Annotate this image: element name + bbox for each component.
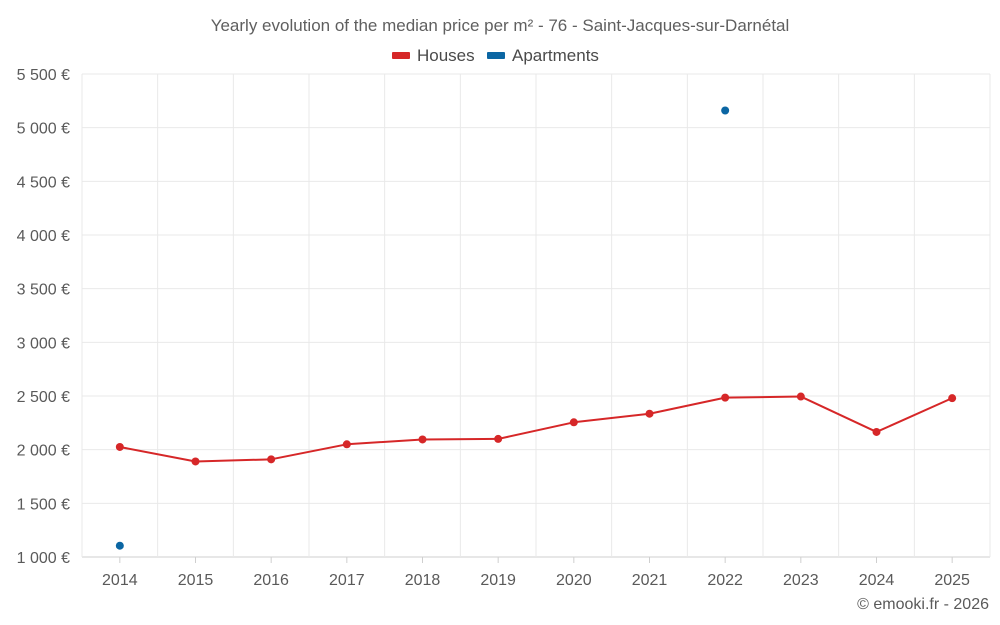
x-tick-label: 2023: [783, 572, 819, 589]
y-tick-label: 3 500 €: [17, 282, 70, 299]
chart-title: Yearly evolution of the median price per…: [211, 16, 790, 35]
legend-item-apartments[interactable]: Apartments: [487, 46, 599, 65]
legend-label-apartments: Apartments: [512, 46, 599, 65]
series: [115, 106, 957, 550]
data-point-houses[interactable]: [872, 427, 881, 436]
x-tick-label: 2018: [405, 572, 441, 589]
series-line-houses: [119, 395, 953, 463]
y-tick-label: 2 500 €: [17, 389, 70, 406]
data-point-houses[interactable]: [115, 442, 124, 451]
data-point-houses[interactable]: [418, 435, 427, 444]
legend-swatch-apartments: [487, 52, 505, 59]
y-tick-label: 3 000 €: [17, 335, 70, 352]
data-point-houses[interactable]: [267, 455, 276, 464]
data-point-houses[interactable]: [721, 393, 730, 402]
y-tick-label: 2 000 €: [17, 443, 70, 460]
data-point-houses[interactable]: [494, 434, 503, 443]
data-point-houses[interactable]: [796, 392, 805, 401]
credit-text: © emooki.fr - 2026: [857, 596, 989, 613]
data-point-houses[interactable]: [569, 418, 578, 427]
x-tick-label: 2022: [707, 572, 743, 589]
y-axis-ticks: 1 000 € 1 500 € 2 000 € 2 500 € 3 000 € 3 500…: [17, 67, 70, 567]
x-tick-label: 2014: [102, 572, 138, 589]
data-point-apartments[interactable]: [721, 106, 730, 115]
data-point-houses[interactable]: [948, 394, 957, 403]
x-tick-label: 2024: [859, 572, 895, 589]
series-apartments: [115, 106, 730, 550]
data-point-apartments[interactable]: [115, 541, 124, 550]
legend-item-houses[interactable]: Houses: [392, 46, 475, 65]
legend-swatch-houses: [392, 52, 410, 59]
data-point-houses[interactable]: [342, 440, 351, 449]
x-tick-label: 2015: [178, 572, 214, 589]
y-tick-label: 5 000 €: [17, 121, 70, 138]
x-tick-label: 2025: [934, 572, 970, 589]
grid: [81, 73, 991, 558]
x-axis-ticks: 2014 2015 2016 2017 2018 2019 2020 2021 2022 2023…: [102, 557, 970, 589]
x-tick-label: 2021: [632, 572, 668, 589]
legend-label-houses: Houses: [417, 46, 475, 65]
x-tick-label: 2017: [329, 572, 365, 589]
data-point-houses[interactable]: [645, 409, 654, 418]
x-tick-label: 2019: [480, 572, 516, 589]
y-tick-label: 4 000 €: [17, 228, 70, 245]
y-tick-label: 5 500 €: [17, 67, 70, 84]
y-tick-label: 1 000 €: [17, 550, 70, 567]
y-tick-label: 1 500 €: [17, 496, 70, 513]
data-point-houses[interactable]: [191, 457, 200, 466]
y-tick-label: 4 500 €: [17, 174, 70, 191]
x-tick-label: 2020: [556, 572, 592, 589]
legend[interactable]: Houses Apartments: [392, 46, 599, 65]
series-houses: [115, 392, 957, 466]
x-tick-label: 2016: [253, 572, 289, 589]
